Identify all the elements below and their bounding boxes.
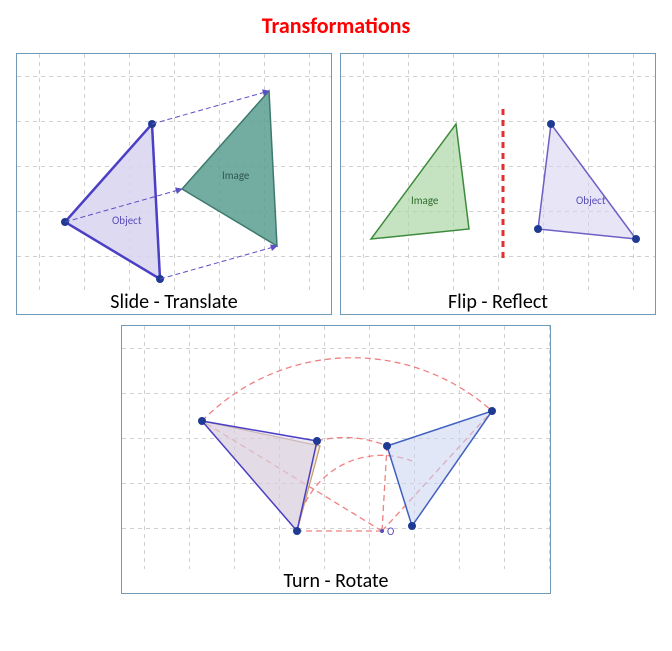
page-title: Transformations [12, 12, 660, 39]
svg-text:Object: Object [112, 214, 142, 227]
translate-caption: Slide - Translate [17, 290, 331, 314]
svg-text:O: O [387, 525, 394, 538]
top-row: Image Object Slide - Translate Image Objec… [12, 53, 660, 315]
rotate-panel: O Turn - Rotate [121, 325, 551, 594]
rotate-diagram: O [122, 326, 550, 569]
reflect-caption: Flip - Reflect [341, 290, 655, 314]
translate-panel: Image Object Slide - Translate [16, 53, 332, 315]
svg-text:Image: Image [411, 194, 439, 207]
reflect-panel: Image Object Flip - Reflect [340, 53, 656, 315]
svg-text:Image: Image [222, 169, 250, 182]
translate-diagram: Image Object [17, 54, 331, 290]
svg-text:Object: Object [576, 194, 606, 207]
bottom-row: O Turn - Rotate [12, 325, 660, 594]
rotate-caption: Turn - Rotate [122, 569, 550, 593]
reflect-diagram: Image Object [341, 54, 655, 290]
